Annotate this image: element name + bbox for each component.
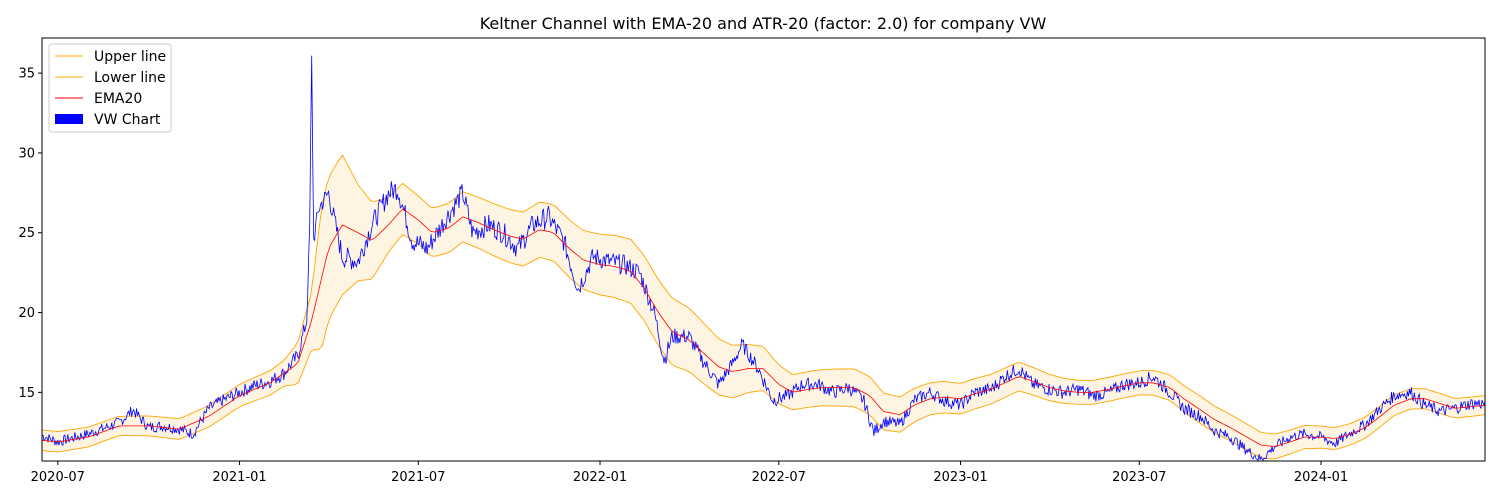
chart-title: Keltner Channel with EMA-20 and ATR-20 (…	[480, 14, 1047, 33]
legend-box	[48, 43, 172, 133]
legend-label-upper: Upper line	[94, 49, 166, 65]
x-tick-label: 2022-01	[573, 470, 627, 485]
x-tick-label: 2020-07	[31, 470, 85, 485]
y-tick-label: 35	[18, 67, 35, 82]
y-tick-label: 25	[18, 226, 35, 241]
channel-fill	[42, 155, 1485, 459]
y-tick-label: 15	[18, 386, 35, 401]
y-tick-label: 30	[18, 146, 35, 161]
x-tick-label: 2024-01	[1294, 470, 1348, 485]
x-tick-label: 2023-01	[933, 470, 987, 485]
legend-label-lower: Lower line	[94, 70, 166, 86]
price-line	[42, 55, 1485, 461]
legend-label-ema: EMA20	[94, 91, 142, 107]
x-tick-label: 2022-07	[752, 470, 806, 485]
legend-swatch-price	[55, 114, 83, 124]
x-tick-label: 2021-01	[212, 470, 266, 485]
plot-area	[42, 55, 1485, 461]
plot-frame	[41, 37, 1486, 462]
x-tick-label: 2023-07	[1112, 470, 1166, 485]
ema20-line	[42, 208, 1485, 447]
upper-line	[42, 154, 1485, 435]
x-tick-label: 2021-07	[391, 470, 445, 485]
axes: 15 20 25 30 35 2020-07 2021-01 2021-07 2022-01 20…	[18, 67, 1348, 485]
legend: Upper line Lower line EMA20 VW Chart	[48, 43, 172, 133]
legend-label-price: VW Chart	[94, 112, 161, 128]
y-tick-label: 20	[18, 306, 35, 321]
